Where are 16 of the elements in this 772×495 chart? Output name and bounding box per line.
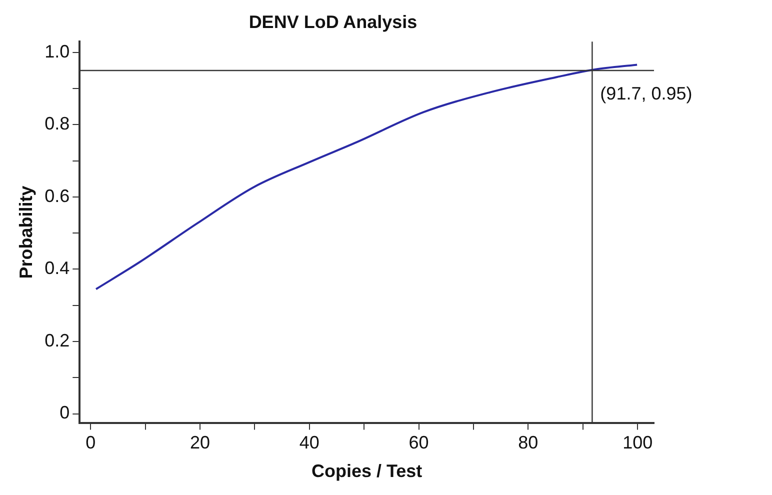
y-tick-label: 0.6 xyxy=(44,186,70,206)
x-tick-label: 40 xyxy=(299,432,320,453)
x-tick-label: 20 xyxy=(190,432,210,453)
y-tick-label: 1.0 xyxy=(44,41,70,62)
y-tick-label: 0.4 xyxy=(44,258,70,278)
x-tick-label: 60 xyxy=(408,432,429,453)
x-tick-label: 100 xyxy=(622,432,653,453)
y-tick-label: 0.8 xyxy=(44,114,70,134)
annotation: (91.7, 0.95) xyxy=(600,83,692,104)
y-tick-label: 0.2 xyxy=(44,330,70,350)
x-axis-title: Copies / Test xyxy=(311,461,422,482)
y-tick-label: 0 xyxy=(60,402,70,423)
y-axis-title: Probability xyxy=(16,186,36,279)
x-tick-label: 0 xyxy=(86,432,96,453)
x-tick-label: 80 xyxy=(518,432,538,453)
chart-title: DENV LoD Analysis xyxy=(248,12,418,32)
